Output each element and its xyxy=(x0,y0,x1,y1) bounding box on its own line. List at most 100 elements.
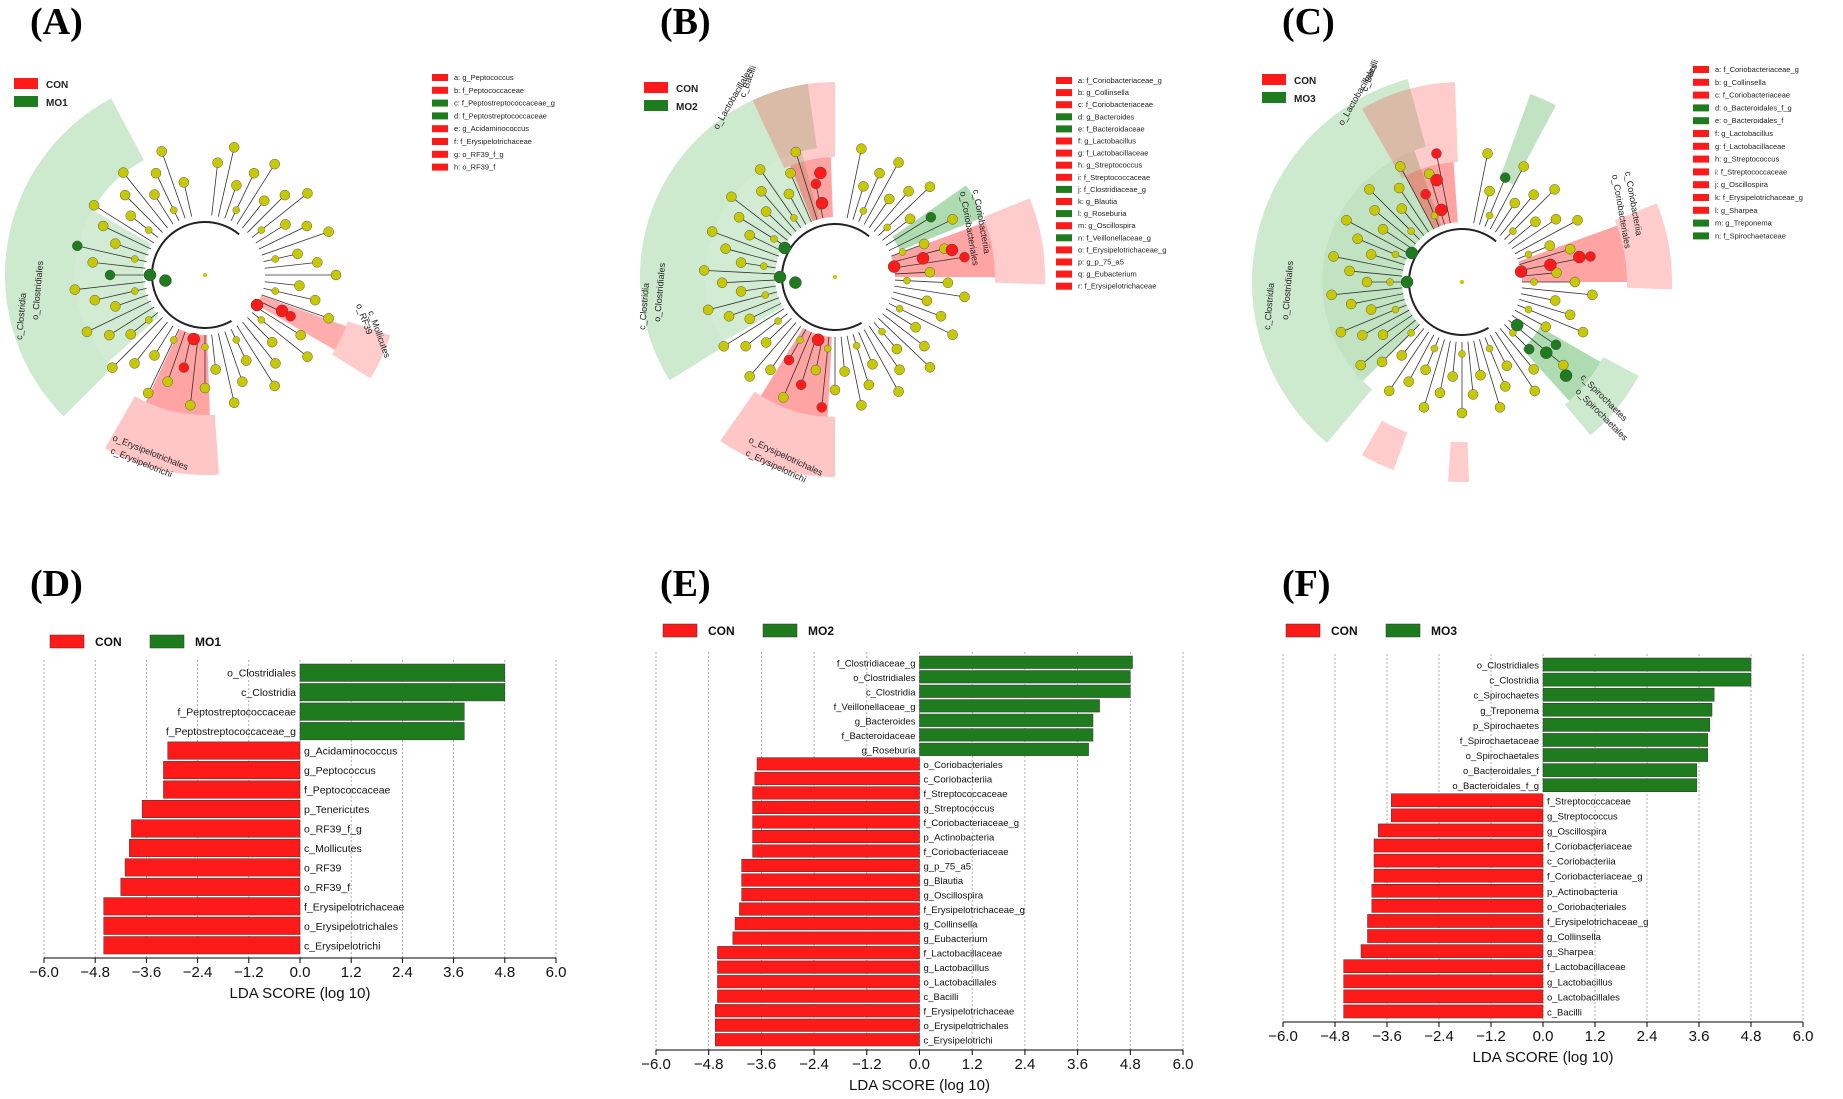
branch xyxy=(1511,228,1542,249)
node xyxy=(1550,213,1562,225)
branch xyxy=(1408,202,1429,233)
bar-label: f_Coriobacteriaceae_g xyxy=(924,818,1020,829)
node xyxy=(1335,326,1347,338)
branch xyxy=(161,151,175,186)
clade-highlight xyxy=(1362,420,1408,470)
bar-label: f_Coriobacteriaceae xyxy=(924,847,1009,858)
node xyxy=(118,167,129,178)
branch xyxy=(74,285,111,291)
x-tick-label: 1.2 xyxy=(962,1056,983,1073)
key-label: h: g_Streptococcus xyxy=(1078,161,1142,170)
node xyxy=(735,286,747,297)
node xyxy=(852,341,861,350)
branch xyxy=(882,218,911,241)
node xyxy=(1572,214,1583,226)
node xyxy=(887,260,901,273)
branch xyxy=(294,305,329,319)
key-swatch xyxy=(1056,185,1072,193)
branch xyxy=(1467,341,1472,377)
node xyxy=(856,400,867,411)
branch xyxy=(1484,194,1499,227)
bar-label: g_Eubacterium xyxy=(924,934,988,945)
bar-label: g_Oscillospira xyxy=(924,891,984,902)
node xyxy=(947,214,958,225)
node xyxy=(790,214,798,222)
branch xyxy=(788,193,807,225)
branch xyxy=(723,326,755,347)
bar xyxy=(752,844,920,858)
key-swatch xyxy=(1056,137,1072,145)
bar xyxy=(1542,748,1708,762)
bar xyxy=(739,902,920,916)
node xyxy=(1434,387,1446,399)
branch xyxy=(263,287,298,297)
branch xyxy=(1340,317,1375,333)
branch xyxy=(1508,221,1536,245)
branch xyxy=(840,336,846,372)
branch xyxy=(264,281,300,287)
node xyxy=(232,336,240,344)
key-label: m: g_Treponema xyxy=(1715,219,1773,228)
branch xyxy=(749,303,782,320)
bar xyxy=(299,683,506,702)
node xyxy=(149,189,160,200)
key-label: g: f_Lactobacillaceae xyxy=(1715,142,1785,151)
node xyxy=(1499,381,1511,392)
bar xyxy=(1542,718,1711,732)
key-swatch xyxy=(1056,210,1072,218)
key-label: p: g_p_75_a5 xyxy=(1078,258,1124,267)
branch xyxy=(742,291,778,302)
branch xyxy=(821,371,826,408)
x-tick-label: 4.8 xyxy=(1120,1056,1141,1073)
key-swatch xyxy=(1056,222,1072,230)
bar xyxy=(717,946,920,960)
branch xyxy=(1489,334,1508,366)
bar-chart-f: −6.0 −4.8 −3.6 −2.4 −1.2 0.0 1.2 2.4 3.6 4.8 6.0 LD… xyxy=(1268,623,1813,1066)
clade-label: c_Clostridia xyxy=(14,292,28,340)
node xyxy=(744,371,755,382)
node xyxy=(783,354,795,366)
node xyxy=(910,322,921,333)
bar-label: g_Roseburia xyxy=(862,745,917,756)
branch xyxy=(888,303,921,320)
branch xyxy=(1519,254,1554,265)
branch xyxy=(224,185,237,219)
bar-label: g_Treponema xyxy=(1480,706,1540,717)
branch xyxy=(1333,256,1369,264)
node xyxy=(1551,267,1562,278)
node xyxy=(898,248,907,256)
node xyxy=(839,366,850,377)
node xyxy=(816,402,827,413)
node xyxy=(1376,356,1388,368)
branch xyxy=(147,360,165,394)
branch xyxy=(242,200,265,229)
bar xyxy=(299,722,465,741)
node xyxy=(894,364,905,375)
branch xyxy=(782,364,798,398)
bar-label: f_Spirochaetaceae xyxy=(1460,736,1539,747)
node xyxy=(131,287,139,295)
node xyxy=(893,157,904,168)
bar-label: f_Coriobacteriaceae xyxy=(1547,842,1632,853)
node xyxy=(859,207,868,215)
key-label: d: f_Peptostreptococcaceae xyxy=(454,111,547,120)
node xyxy=(295,329,306,341)
key-label: h: g_Streptococcus xyxy=(1715,155,1779,164)
node xyxy=(88,200,100,211)
clade-label: c_Clostridia xyxy=(637,282,651,330)
node xyxy=(1431,148,1442,159)
branch xyxy=(236,194,256,225)
node xyxy=(867,359,878,370)
key-swatch xyxy=(1693,168,1709,176)
branch xyxy=(1473,188,1481,224)
node xyxy=(1484,185,1495,197)
branch xyxy=(261,294,295,307)
bar xyxy=(1542,687,1715,702)
node xyxy=(723,310,735,322)
key-label: o: f_Erysipelotrichaceae_g xyxy=(1078,245,1166,254)
branch xyxy=(892,291,928,302)
key-label: i: f_Streptococcaceae xyxy=(1078,173,1150,182)
node xyxy=(760,206,772,217)
bar xyxy=(919,684,1131,698)
